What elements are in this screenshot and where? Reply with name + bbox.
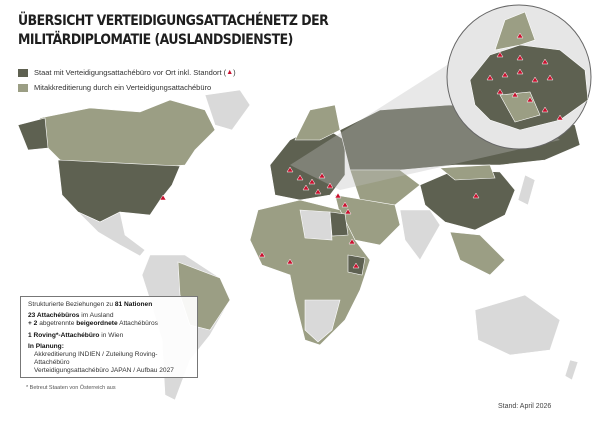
info-roving: 1 Roving*-Attachébüro xyxy=(28,331,100,339)
legend-label: Staat mit Verteidigungsattachébüro vor O… xyxy=(34,68,227,77)
region-scandinavia xyxy=(294,104,341,141)
office-location-marker xyxy=(326,182,334,189)
office-location-marker xyxy=(159,194,167,201)
info-text: Strukturierte Beziehungen zu xyxy=(28,301,115,308)
office-location-marker xyxy=(344,208,352,215)
info-nations: 81 Nationen xyxy=(114,301,153,308)
legend-item-co-accredited: Mitakkreditierung durch ein Verteidigung… xyxy=(18,83,236,92)
office-location-marker xyxy=(531,76,539,83)
office-location-marker xyxy=(334,192,342,199)
region-mexico-central-america xyxy=(77,211,146,257)
info-count: + 2 xyxy=(28,320,38,328)
office-location-marker xyxy=(546,74,554,81)
office-location-marker xyxy=(516,54,524,61)
region-india xyxy=(399,209,441,261)
footnote: * Betreut Staaten von Österreich aus xyxy=(26,385,116,391)
region-alaska xyxy=(17,117,49,151)
office-location-marker xyxy=(348,238,356,245)
office-location-marker xyxy=(318,172,326,179)
office-location-marker xyxy=(541,58,549,65)
office-location-marker xyxy=(314,188,322,195)
info-text: in Wien xyxy=(99,331,124,339)
legend-label: Mitakkreditierung durch ein Verteidigung… xyxy=(34,83,212,92)
planning-item: Verteidigungsattachébüro JAPAN / Aufbau … xyxy=(34,367,174,375)
office-location-marker xyxy=(286,166,294,173)
office-location-marker xyxy=(516,32,524,39)
office-location-marker xyxy=(516,68,524,75)
region-north-africa-other xyxy=(299,209,333,241)
marker-layer xyxy=(159,32,564,269)
red-triangle-icon: ▲ xyxy=(226,69,234,76)
region-greenland xyxy=(204,89,251,131)
office-location-marker xyxy=(472,192,480,199)
office-location-marker xyxy=(341,201,349,208)
region-australia xyxy=(474,294,561,356)
planning-item: Akkreditierung INDIEN / Zuteilung Roving… xyxy=(34,351,158,367)
office-location-marker xyxy=(286,258,294,265)
office-location-marker xyxy=(352,262,360,269)
legend-swatch-light xyxy=(18,83,28,92)
info-text: abgetrennte xyxy=(37,320,77,328)
office-location-marker xyxy=(308,178,316,185)
region-egypt xyxy=(329,211,349,237)
office-location-marker xyxy=(496,51,504,58)
legend-item-attache-state: Staat mit Verteidigungsattachébüro vor O… xyxy=(18,68,236,77)
office-location-marker xyxy=(526,96,534,103)
region-japan xyxy=(517,174,536,206)
legend-swatch-dark xyxy=(18,68,28,77)
info-box: Strukturierte Beziehungen zu 81 Nationen… xyxy=(20,296,198,378)
region-southern-africa xyxy=(304,299,341,343)
office-location-marker xyxy=(296,174,304,181)
office-location-marker xyxy=(496,88,504,95)
region-central-asia xyxy=(349,169,421,206)
office-location-marker xyxy=(302,184,310,191)
region-new-zealand xyxy=(564,359,579,381)
office-location-marker xyxy=(258,251,266,258)
info-text: im Ausland xyxy=(79,312,114,320)
region-canada xyxy=(39,99,216,169)
office-location-marker xyxy=(511,91,519,98)
office-location-marker xyxy=(501,71,509,78)
info-text: Attachébüros xyxy=(117,320,158,328)
office-location-marker xyxy=(556,114,564,121)
legend-suffix: ) xyxy=(233,68,236,77)
europe-inset xyxy=(446,4,592,150)
region-usa xyxy=(57,159,181,223)
info-offices: 23 Attachébüros xyxy=(28,312,80,320)
region-southeast-asia xyxy=(449,231,506,276)
office-location-marker xyxy=(541,106,549,113)
planning-title: In Planung: xyxy=(28,342,64,350)
date-stamp: Stand: April 2026 xyxy=(498,403,552,410)
title-line-2: MILITÄRDIPLOMATIE (AUSLANDSDIENSTE) xyxy=(18,32,293,48)
info-text-bold: beigeordnete xyxy=(76,320,118,328)
office-location-marker xyxy=(486,74,494,81)
region-mongolia xyxy=(439,164,496,181)
legend: Staat mit Verteidigungsattachébüro vor O… xyxy=(18,68,236,98)
title-line-1: ÜBERSICHT VERTEIDIGUNGSATTACHÉNETZ DER xyxy=(18,13,329,29)
page-title: ÜBERSICHT VERTEIDIGUNGSATTACHÉNETZ DER M… xyxy=(18,12,329,50)
